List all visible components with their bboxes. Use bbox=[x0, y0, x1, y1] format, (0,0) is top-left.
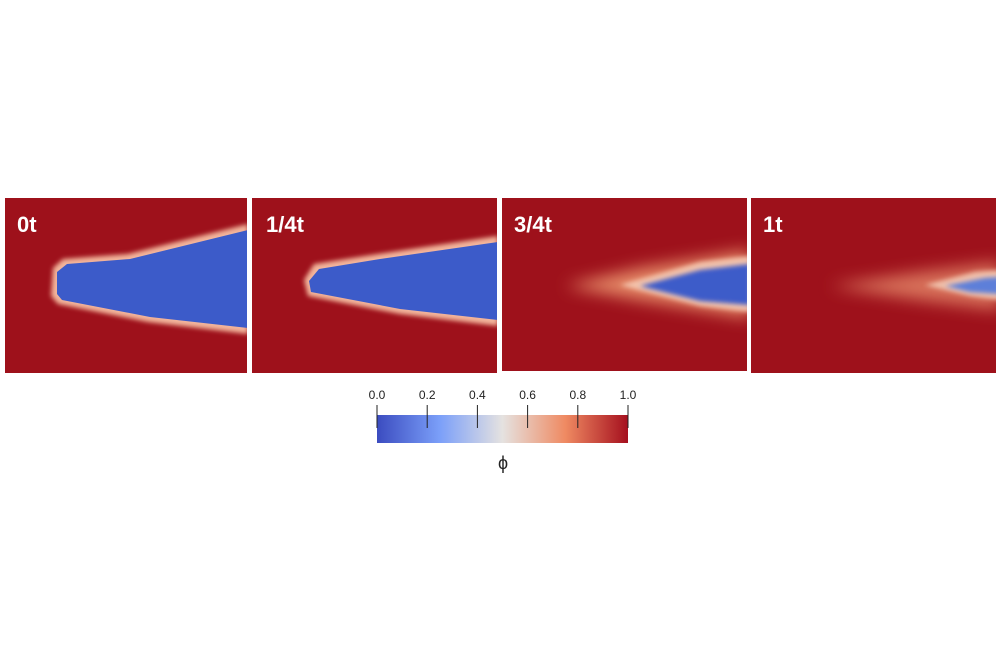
tick-label: 0.8 bbox=[569, 388, 586, 402]
panel: 1/4t bbox=[252, 198, 497, 373]
droplet bbox=[945, 277, 996, 294]
tick-label: 1.0 bbox=[620, 388, 637, 402]
tick-label: 0.4 bbox=[469, 388, 486, 402]
panel-label: 0t bbox=[17, 212, 37, 237]
colorbar: ϕ 0.0 0.2 0.4 0.6 0.8 1.0 bbox=[369, 388, 637, 473]
interface bbox=[830, 262, 996, 310]
panel-label: 1t bbox=[763, 212, 783, 237]
colorbar-gradient bbox=[377, 415, 628, 443]
colorbar-label: ϕ bbox=[498, 453, 508, 473]
tick-label: 0.0 bbox=[369, 388, 386, 402]
droplet bbox=[57, 230, 247, 328]
panel-label: 3/4t bbox=[514, 212, 553, 237]
panel: 0t bbox=[5, 198, 247, 373]
panel-label: 1/4t bbox=[266, 212, 305, 237]
droplet bbox=[309, 242, 497, 320]
panel: 1t bbox=[751, 198, 996, 373]
panel: 3/4t bbox=[502, 198, 747, 371]
droplet bbox=[640, 264, 747, 305]
tick-label: 0.6 bbox=[519, 388, 536, 402]
tick-label: 0.2 bbox=[419, 388, 436, 402]
